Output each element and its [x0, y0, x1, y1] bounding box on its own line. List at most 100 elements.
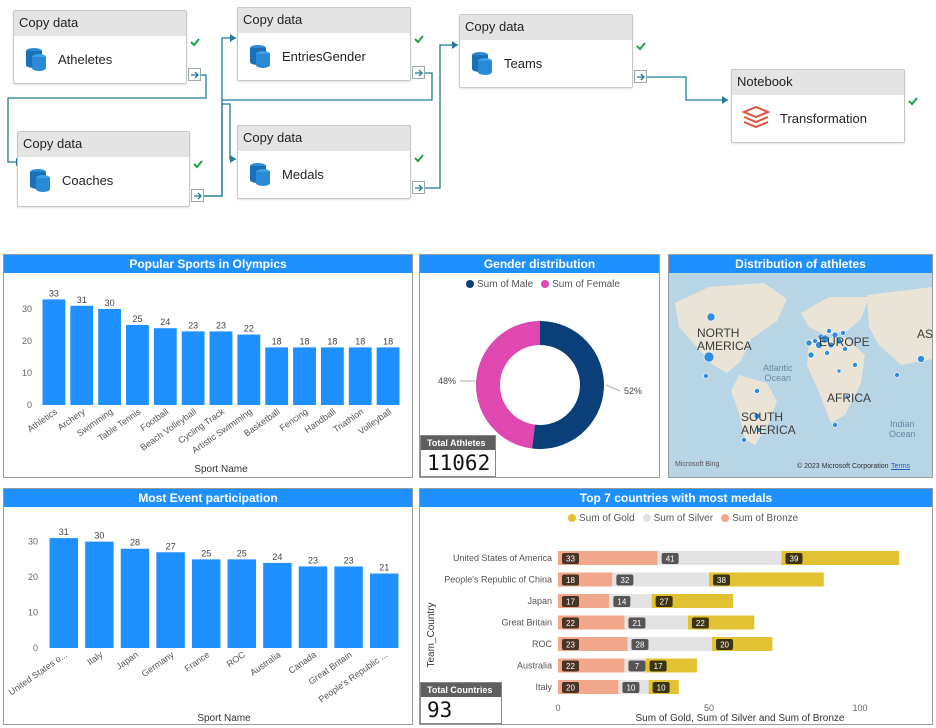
activity-name: Transformation — [780, 110, 867, 126]
database-icon — [250, 163, 270, 186]
bar — [70, 305, 94, 405]
output-arrow-icon[interactable] — [412, 181, 425, 194]
data-label-bg — [562, 682, 579, 693]
data-label-bg — [562, 596, 579, 607]
output-arrow-icon[interactable] — [412, 66, 425, 79]
data-label: 38 — [717, 576, 726, 585]
data-label: 33 — [49, 288, 59, 298]
panel-title: Popular Sports in Olympics — [4, 255, 412, 273]
activity-transformation[interactable]: Notebook Transformation — [731, 69, 905, 143]
output-arrow-icon[interactable] — [191, 189, 204, 202]
activity-type: Copy data — [238, 126, 410, 151]
data-label: 10 — [657, 684, 666, 693]
data-label: 22 — [566, 619, 575, 628]
data-label-bg — [628, 660, 646, 672]
y-tick-label: Japan — [527, 596, 552, 606]
activity-atheletes[interactable]: Copy data Atheletes — [13, 10, 187, 84]
panel-title: Gender distribution — [420, 255, 659, 273]
donut-slice — [475, 321, 540, 449]
y-tick-label: 0 — [33, 643, 38, 653]
legend-dot-icon — [642, 514, 651, 522]
activity-type: Notebook — [732, 70, 904, 95]
bar — [227, 559, 257, 648]
card-value: 11062 — [427, 451, 491, 475]
card-label: Total Athletes — [421, 436, 495, 450]
x-axis-title: Sum of Gold, Sum of Silver and Sum of Br… — [636, 713, 845, 724]
legend-bronze[interactable]: Sum of Bronze — [721, 513, 798, 524]
data-label: 25 — [132, 314, 142, 324]
data-label-bg — [562, 553, 579, 564]
data-label-bg — [649, 660, 667, 672]
output-arrow-icon[interactable] — [634, 70, 647, 83]
activity-medals[interactable]: Copy data Medals — [237, 125, 411, 199]
bar — [181, 331, 205, 405]
bar — [156, 552, 185, 648]
map-terms-link[interactable]: Terms — [891, 463, 911, 470]
legend-label: Sum of Bronze — [732, 513, 799, 524]
x-tick-label: France — [183, 649, 212, 673]
medals-legend: Sum of Gold Sum of Silver Sum of Bronze — [568, 513, 798, 524]
panel-title: Top 7 countries with most medals — [420, 489, 932, 507]
activity-name: Medals — [282, 166, 324, 182]
legend-label: Sum of Female — [552, 279, 620, 290]
x-axis-title: Sport Name — [197, 713, 251, 724]
bar — [334, 566, 363, 648]
database-icon — [250, 45, 270, 68]
data-label-bg — [628, 617, 646, 629]
land-europe — [801, 297, 869, 335]
data-label: 25 — [201, 548, 211, 558]
data-label-bg — [622, 682, 640, 693]
data-label: 23 — [344, 555, 354, 565]
bar — [376, 347, 400, 405]
data-label: 18 — [300, 336, 310, 346]
data-label-bg — [691, 617, 709, 629]
data-label-bg — [652, 682, 670, 693]
activity-entriesgender[interactable]: Copy data EntriesGender — [237, 7, 411, 81]
x-tick-label: Athletics — [25, 406, 59, 434]
data-label: 10 — [626, 684, 635, 693]
data-label: 24 — [272, 552, 282, 562]
data-label: 18 — [327, 336, 337, 346]
x-tick-label: 50 — [704, 703, 714, 713]
map-label-europe: EUROPE — [819, 335, 870, 349]
notebook-icon — [742, 105, 770, 129]
y-tick-label: 0 — [27, 400, 32, 410]
bar — [126, 325, 149, 405]
map-label-atlantic: Atlantic Ocean — [763, 363, 793, 383]
activity-coaches[interactable]: Copy data Coaches — [17, 131, 190, 207]
bar — [191, 559, 221, 648]
activity-name: Teams — [504, 55, 543, 71]
world-map[interactable] — [669, 273, 932, 477]
activity-teams[interactable]: Copy data Teams — [459, 14, 633, 88]
bar — [49, 538, 79, 648]
database-icon — [30, 169, 50, 192]
x-tick-label: Germany — [140, 649, 176, 679]
legend-gold[interactable]: Sum of Gold — [568, 513, 635, 524]
data-label: 17 — [566, 598, 575, 607]
data-label: 52% — [624, 386, 642, 396]
legend-male[interactable]: Sum of Male — [466, 279, 533, 290]
y-tick-label: 30 — [22, 304, 32, 314]
land-north-america — [675, 283, 787, 373]
x-tick-label: ROC — [225, 649, 248, 669]
bar — [42, 299, 66, 405]
x-tick-label: United States o... — [7, 649, 69, 697]
data-label-bg — [785, 553, 803, 564]
data-label: 25 — [237, 548, 247, 558]
card-value: 93 — [427, 698, 453, 722]
data-label: 14 — [617, 598, 626, 607]
data-label: 23 — [566, 641, 575, 650]
data-label: 18 — [355, 336, 365, 346]
data-label: 27 — [166, 541, 176, 551]
bar — [293, 347, 316, 405]
data-label-bg — [631, 639, 649, 650]
data-label-bg — [562, 617, 579, 629]
legend-silver[interactable]: Sum of Silver — [642, 513, 713, 524]
legend-female[interactable]: Sum of Female — [541, 279, 620, 290]
success-check-icon — [634, 39, 647, 52]
y-tick-label: 20 — [22, 336, 32, 346]
data-label: 41 — [666, 555, 675, 564]
bar — [369, 573, 399, 648]
output-arrow-icon[interactable] — [188, 68, 201, 81]
bar — [298, 566, 328, 648]
